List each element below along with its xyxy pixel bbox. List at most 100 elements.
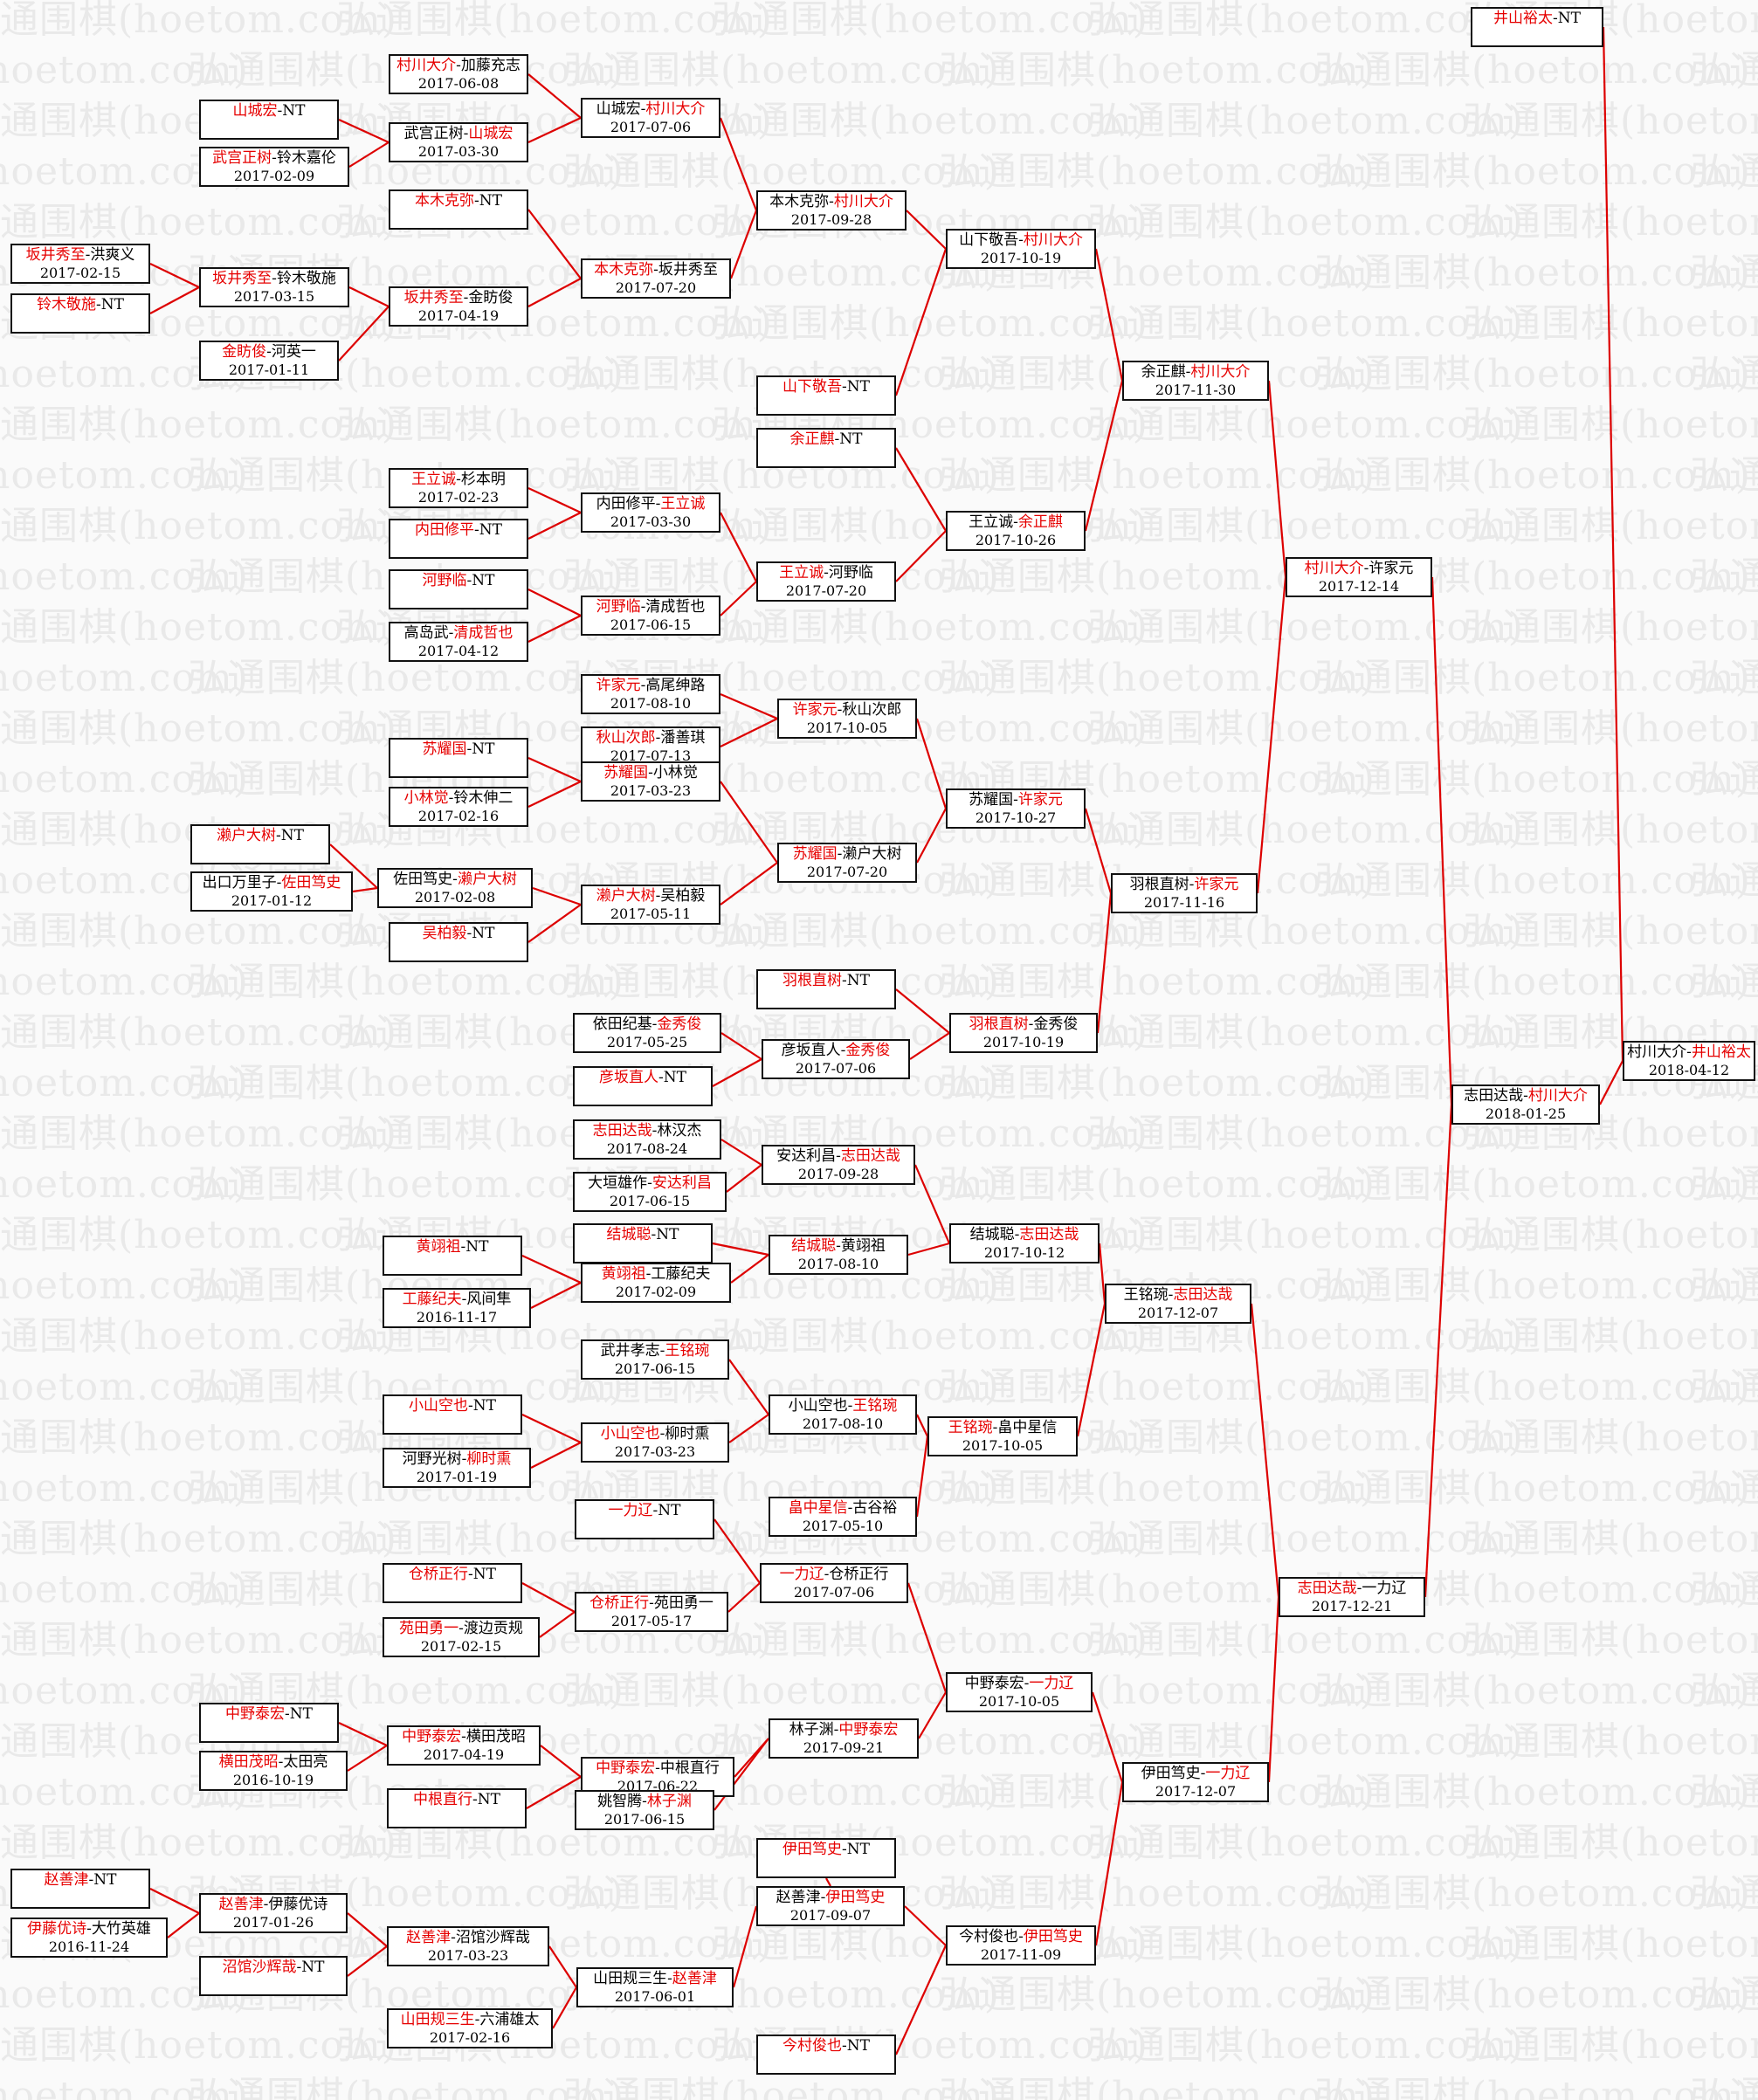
match-box-b35[interactable]: 吴柏毅-NT: [389, 922, 528, 962]
match-box-b82[interactable]: 沼馆沙辉哉-NT: [199, 1956, 348, 1996]
match-box-b73[interactable]: 中野泰宏-一力辽 2017-10-05: [946, 1672, 1093, 1712]
match-box-b58[interactable]: 小山空也-柳时熏 2017-03-23: [581, 1422, 729, 1463]
match-box-b43[interactable]: 彦坂直人-NT: [573, 1066, 713, 1106]
match-box-b87[interactable]: 今村俊也-伊田笃史 2017-11-09: [946, 1925, 1096, 1966]
hoetom-watermark-text: 弘通围棋(hoetom.com): [1087, 605, 1524, 650]
player-name-winner: 结城聪: [606, 1226, 651, 1243]
match-box-b01[interactable]: 村川大介-加藤充志 2017-06-08: [389, 54, 528, 94]
match-box-b18[interactable]: 王立诚-杉本明 2017-02-23: [389, 468, 528, 508]
match-box-b39[interactable]: 羽根直树-许家元 2017-11-16: [1111, 873, 1258, 913]
bracket-connector: [1076, 1303, 1107, 1437]
match-box-b80[interactable]: 伊藤优诗-大竹英雄 2016-11-24: [10, 1918, 168, 1958]
match-box-b41[interactable]: 羽根直树-NT: [756, 969, 896, 1009]
match-box-b62[interactable]: 王铭琬-志田达哉 2017-12-07: [1105, 1284, 1251, 1324]
match-box-b85[interactable]: 山田规三生-赵善津 2017-06-01: [576, 1967, 734, 2007]
match-box-b57[interactable]: 河野光树-柳时熏 2017-01-19: [383, 1448, 531, 1488]
match-box-b78[interactable]: 志田达哉-一力辽 2017-12-21: [1279, 1577, 1425, 1617]
match-box-b15[interactable]: 山下敬吾-村川大介 2017-10-19: [946, 229, 1096, 269]
match-box-b34[interactable]: 佐田笃史-濑户大树 2017-02-08: [377, 868, 533, 908]
match-box-b75[interactable]: 姚智腾-林子渊 2017-06-15: [575, 1790, 714, 1830]
match-box-b64[interactable]: 仓桥正行-NT: [383, 1563, 522, 1603]
match-box-b06[interactable]: 本木克弥-NT: [389, 189, 528, 230]
match-box-b69[interactable]: 横田茂昭-太田亮 2016-10-19: [199, 1751, 348, 1791]
match-box-b53[interactable]: 工藤纪夫-风间隼 2016-11-17: [383, 1288, 531, 1328]
match-box-b45[interactable]: 羽根直树-金秀俊 2017-10-19: [949, 1013, 1098, 1053]
match-box-b12[interactable]: 本木克弥-坂井秀至 2017-07-20: [581, 258, 731, 299]
match-box-b91[interactable]: 井山裕太-NT: [1471, 7, 1603, 47]
match-box-b66[interactable]: 仓桥正行-苑田勇一 2017-05-17: [575, 1592, 728, 1632]
match-box-b77[interactable]: 伊田笃史-一力辽 2017-12-07: [1122, 1762, 1269, 1802]
match-box-b44[interactable]: 彦坂直人-金秀俊 2017-07-06: [762, 1039, 910, 1079]
match-box-b54[interactable]: 黄翊祖-工藤纪夫 2017-02-09: [581, 1263, 731, 1303]
match-box-b38[interactable]: 苏耀国-许家元 2017-10-27: [946, 788, 1086, 829]
match-box-b67[interactable]: 一力辽-仓桥正行 2017-07-06: [760, 1563, 908, 1603]
match-box-b28[interactable]: 许家元-秋山次郎 2017-10-05: [777, 699, 917, 739]
match-box-b84[interactable]: 山田规三生-六浦雄太 2017-02-16: [387, 2008, 553, 2048]
match-box-b63[interactable]: 一力辽-NT: [575, 1499, 714, 1539]
match-box-b50[interactable]: 结城聪-黄翊祖 2017-08-10: [769, 1235, 908, 1275]
match-box-b68[interactable]: 中野泰宏-NT: [199, 1703, 339, 1743]
match-box-b31[interactable]: 苏耀国-小林觉 2017-03-23: [581, 761, 720, 802]
match-box-b36[interactable]: 濑户大树-吴柏毅 2017-05-11: [581, 885, 720, 925]
match-box-b40[interactable]: 村川大介-许家元 2017-12-14: [1286, 557, 1432, 597]
match-box-b70[interactable]: 中野泰宏-横田茂昭 2017-04-19: [387, 1725, 541, 1766]
match-box-b79[interactable]: 赵善津-NT: [10, 1869, 150, 1909]
match-box-b30[interactable]: 小林觉-铃木伸二 2017-02-16: [389, 787, 528, 827]
match-box-b02[interactable]: 山城宏-NT: [199, 100, 339, 140]
match-box-b47[interactable]: 大垣雄作-安达利昌 2017-06-15: [573, 1172, 727, 1212]
match-box-b55[interactable]: 武井孝志-王铭琬 2017-06-15: [581, 1339, 729, 1380]
match-box-b03[interactable]: 武宫正树-铃木嘉伦 2017-02-09: [199, 147, 349, 187]
match-box-b11[interactable]: 坂井秀至-金眆俊 2017-04-19: [389, 286, 528, 327]
match-box-b16[interactable]: 余正麒-NT: [756, 428, 896, 468]
match-box-b08[interactable]: 铃木敬施-NT: [10, 293, 150, 334]
match-box-b56[interactable]: 小山空也-NT: [383, 1394, 522, 1435]
match-box-b71[interactable]: 中根直行-NT: [387, 1788, 527, 1828]
match-box-b22[interactable]: 高岛武-清成哲也 2017-04-12: [389, 622, 528, 662]
hoetom-watermark-text: 弘通围棋(hoetom.com): [0, 605, 397, 650]
match-players: 王立诚-河野临: [758, 564, 894, 582]
match-box-b90[interactable]: 村川大介-井山裕太 2018-04-12: [1623, 1041, 1755, 1081]
match-box-b42[interactable]: 依田纪基-金秀俊 2017-05-25: [573, 1013, 721, 1053]
match-box-b10[interactable]: 金眆俊-河英一 2017-01-11: [199, 341, 339, 381]
match-box-b83[interactable]: 赵善津-沼馆沙辉哉 2017-03-23: [387, 1926, 549, 1966]
match-box-b74[interactable]: 林子渊-中野泰宏 2017-09-21: [769, 1718, 919, 1759]
hoetom-watermark-text: 弘通围棋(hoetom.com): [1690, 251, 1758, 295]
match-box-b21[interactable]: 河野临-NT: [389, 569, 528, 609]
match-box-b19[interactable]: 内田修平-NT: [389, 519, 528, 559]
match-box-b29[interactable]: 苏耀国-NT: [389, 738, 528, 778]
match-box-b37[interactable]: 苏耀国-濑户大树 2017-07-20: [777, 843, 917, 883]
match-box-b25[interactable]: 王立诚-余正麒 2017-10-26: [946, 511, 1086, 551]
match-box-b61[interactable]: 王铭琬-畠中星信 2017-10-05: [927, 1416, 1078, 1456]
match-box-b46[interactable]: 志田达哉-林汉杰 2017-08-24: [573, 1119, 721, 1160]
match-box-b17[interactable]: 余正麒-村川大介 2017-11-30: [1122, 361, 1269, 401]
match-box-b81[interactable]: 赵善津-伊藤优诗 2017-01-26: [199, 1893, 348, 1933]
vs-dash: -: [263, 1896, 269, 1913]
match-box-b52[interactable]: 黄翊祖-NT: [383, 1236, 522, 1276]
match-box-b86[interactable]: 赵善津-伊田笃史 2017-09-07: [756, 1886, 905, 1926]
match-box-b89[interactable]: 志田达哉-村川大介 2018-01-25: [1451, 1084, 1600, 1125]
match-box-b49[interactable]: 结城聪-NT: [573, 1223, 713, 1263]
match-box-b04[interactable]: 武宫正树-山城宏 2017-03-30: [389, 122, 528, 162]
match-box-b07[interactable]: 坂井秀至-洪爽义 2017-02-15: [10, 244, 150, 284]
match-box-b26[interactable]: 许家元-高尾绅路 2017-08-10: [581, 674, 720, 714]
match-box-b88[interactable]: 今村俊也-NT: [756, 2035, 896, 2075]
match-box-b27[interactable]: 秋山次郎-潘善琪 2017-07-13: [581, 726, 720, 767]
match-box-b24[interactable]: 王立诚-河野临 2017-07-20: [756, 561, 896, 602]
match-box-b76[interactable]: 伊田笃史-NT: [756, 1838, 896, 1878]
match-box-b48[interactable]: 安达利昌-志田达哉 2017-09-28: [762, 1145, 915, 1185]
match-box-b23[interactable]: 河野临-清成哲也 2017-06-15: [581, 596, 720, 636]
match-box-b13[interactable]: 本木克弥-村川大介 2017-09-28: [756, 190, 907, 231]
match-box-b60[interactable]: 畠中星信-古谷裕 2017-05-10: [769, 1497, 917, 1537]
player-name: 金眆俊: [468, 289, 514, 306]
match-box-b51[interactable]: 结城聪-志田达哉 2017-10-12: [949, 1223, 1100, 1263]
match-box-b05[interactable]: 山城宏-村川大介 2017-07-06: [581, 98, 720, 138]
match-box-b65[interactable]: 苑田勇一-渡边贡规 2017-02-15: [383, 1617, 540, 1657]
match-box-b59[interactable]: 小山空也-王铭琬 2017-08-10: [769, 1394, 917, 1435]
match-players: 山城宏-村川大介: [583, 100, 719, 119]
match-box-b09[interactable]: 坂井秀至-铃木敬施 2017-03-15: [199, 267, 349, 307]
match-box-b14[interactable]: 山下敬吾-NT: [756, 375, 896, 416]
match-box-b32[interactable]: 濑户大树-NT: [190, 824, 330, 864]
vs-dash: -: [85, 246, 91, 264]
match-box-b20[interactable]: 内田修平-王立诚 2017-03-30: [581, 492, 720, 533]
match-box-b33[interactable]: 出口万里子-佐田笃史 2017-01-12: [190, 871, 353, 912]
